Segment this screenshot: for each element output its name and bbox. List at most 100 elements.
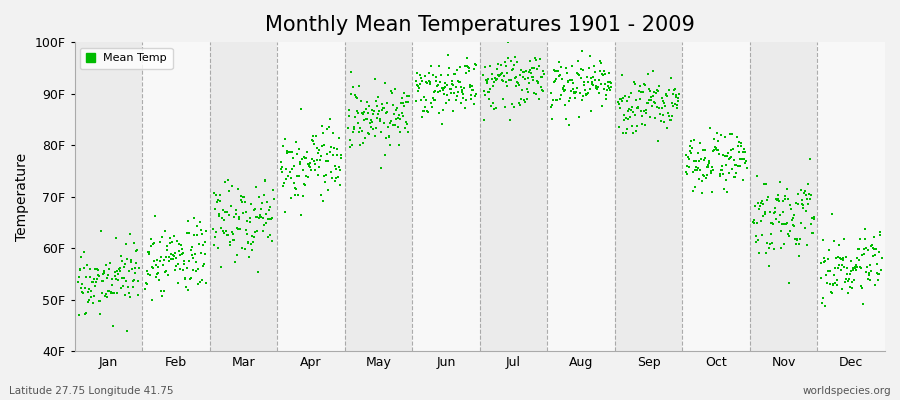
Point <box>697 157 711 163</box>
Point <box>639 110 653 116</box>
Point <box>644 97 659 103</box>
Point <box>441 72 455 78</box>
Point <box>149 274 164 280</box>
Point <box>707 136 722 142</box>
Point <box>400 120 414 127</box>
Point <box>547 78 562 85</box>
Point <box>822 246 836 253</box>
Point <box>292 146 306 152</box>
Point <box>422 70 436 77</box>
Point <box>798 192 813 198</box>
Point <box>835 286 850 292</box>
Bar <box>615 42 682 351</box>
Point <box>520 89 535 95</box>
Point <box>432 110 446 116</box>
Point <box>716 170 731 177</box>
Point <box>288 192 302 198</box>
Point <box>122 268 137 274</box>
Point <box>846 267 860 273</box>
Point <box>680 154 695 160</box>
Point <box>401 98 416 105</box>
Point <box>156 262 170 268</box>
Point <box>850 246 865 252</box>
Point <box>800 196 814 202</box>
Point <box>190 232 204 238</box>
Point <box>645 68 660 74</box>
Point <box>772 218 787 225</box>
Point <box>817 259 832 265</box>
Point <box>820 280 834 286</box>
Point <box>290 150 304 157</box>
Point <box>305 156 320 162</box>
Point <box>412 80 427 87</box>
Point <box>551 68 565 74</box>
Point <box>106 323 121 330</box>
Point <box>233 192 248 199</box>
Point <box>778 196 793 202</box>
Point <box>464 82 479 89</box>
Point <box>727 162 742 168</box>
Point <box>563 95 578 101</box>
Point <box>583 52 598 59</box>
Point <box>175 251 189 257</box>
Point <box>440 82 454 88</box>
Point <box>102 266 116 272</box>
Point <box>429 78 444 84</box>
Point <box>264 216 278 222</box>
Point <box>98 293 112 300</box>
Point <box>442 96 456 103</box>
Point <box>265 238 279 244</box>
Point <box>352 83 366 89</box>
Point <box>297 154 311 160</box>
Point <box>511 100 526 106</box>
Point <box>832 242 846 248</box>
Point <box>168 263 183 269</box>
Point <box>759 180 773 187</box>
Point <box>660 125 674 132</box>
Point <box>604 80 618 86</box>
Point <box>93 311 107 318</box>
Point <box>635 113 650 119</box>
Point <box>212 211 226 218</box>
Point <box>838 279 852 285</box>
Point <box>195 263 210 270</box>
Point <box>476 117 491 123</box>
Point <box>327 145 341 151</box>
Point <box>669 92 683 98</box>
Point <box>278 176 293 182</box>
Point <box>112 264 127 271</box>
Point <box>534 74 548 81</box>
Point <box>546 67 561 74</box>
Point <box>843 270 858 277</box>
Point <box>446 82 461 88</box>
Point <box>232 216 247 222</box>
Point <box>122 230 137 237</box>
Point <box>302 164 317 170</box>
Point <box>159 254 174 260</box>
Point <box>435 121 449 127</box>
Point <box>829 255 843 262</box>
Point <box>770 196 784 203</box>
Point <box>199 280 213 286</box>
Point <box>154 254 168 260</box>
Point <box>568 90 582 96</box>
Point <box>87 275 102 282</box>
Point <box>154 288 168 295</box>
Point <box>274 159 288 166</box>
Point <box>585 81 599 88</box>
Point <box>479 77 493 83</box>
Point <box>796 190 811 196</box>
Point <box>100 275 114 281</box>
Point <box>312 164 327 170</box>
Point <box>525 74 539 80</box>
Point <box>376 105 391 112</box>
Point <box>324 144 338 150</box>
Point <box>852 264 867 270</box>
Point <box>682 156 697 162</box>
Point <box>397 90 411 96</box>
Point <box>276 180 291 186</box>
Point <box>244 241 258 247</box>
Point <box>291 192 305 198</box>
Point <box>182 258 196 264</box>
Point <box>868 246 883 252</box>
